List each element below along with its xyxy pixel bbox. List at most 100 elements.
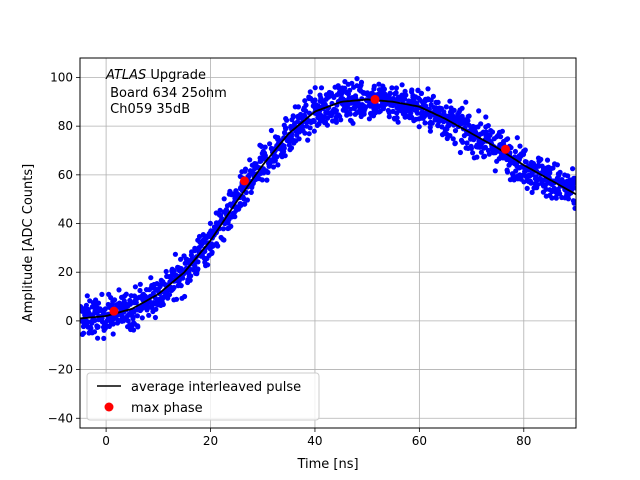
sample-point [381,86,387,92]
sample-point [570,166,576,172]
sample-point [137,287,143,294]
sample-point [347,111,353,117]
sample-point [288,145,295,151]
sample-point [544,157,551,163]
sample-point [399,82,405,88]
sample-point [514,135,520,141]
sample-point [572,205,576,211]
sample-point [132,284,138,290]
sample-point [573,185,576,191]
sample-point [443,104,449,110]
y-tick-label: −40 [48,411,73,425]
sample-point [457,149,463,156]
sample-point [244,197,250,203]
sample-point [302,130,308,136]
sample-point [333,108,339,114]
sample-point [139,315,145,321]
sample-point [389,85,395,91]
sample-point [427,124,433,130]
sample-point [504,167,510,173]
sample-point [242,201,248,207]
sample-point [427,128,433,134]
sample-point [482,153,488,159]
sample-point [418,90,424,96]
sample-point [220,226,226,232]
x-tick-label: 80 [516,434,531,448]
sample-point [152,314,158,321]
sample-point [275,162,281,168]
sample-point [262,144,268,150]
sample-point [463,99,469,105]
sample-point [135,324,141,330]
sample-point [95,300,102,306]
sample-point [207,220,213,226]
sample-point [425,86,431,92]
sample-point [452,140,458,146]
sample-point [110,331,116,337]
sample-point [573,177,576,183]
sample-point [451,107,457,113]
sample-point [148,275,154,281]
sample-point [342,85,348,91]
legend-marker-swatch [104,402,114,412]
y-tick-label: 60 [58,168,73,182]
channel-label: Ch059 35dB [106,102,190,117]
sample-point [387,90,393,96]
y-tick-label: 0 [65,314,73,328]
sample-point [131,327,137,333]
sample-point [441,109,447,115]
sample-point [565,173,571,179]
sample-point [512,148,519,155]
sample-point [447,133,453,139]
sample-point [489,129,496,135]
sample-point [178,256,184,262]
svg-text:ATLAS Upgrade: ATLAS Upgrade [105,68,206,83]
sample-point [312,97,318,103]
legend-box [86,372,320,421]
atlas-label: ATLAS [105,68,146,83]
sample-point [409,87,415,93]
sample-point [101,335,107,341]
y-tick-label: 20 [58,265,73,279]
sample-point [402,96,408,102]
sample-point [274,154,280,160]
sample-point [195,259,201,265]
sample-point [178,283,184,289]
sample-point [264,177,270,183]
sample-point [305,137,311,143]
sample-point [172,251,178,257]
sample-point [312,85,318,91]
sample-point [134,313,140,319]
sample-point [395,119,401,125]
sample-point [483,114,489,120]
sample-point [83,302,89,308]
x-axis-ticks: 0 20 40 60 80 [102,428,531,448]
sample-point [435,99,441,105]
sample-point [380,106,386,112]
average-pulse-line [80,98,576,320]
sample-point [307,125,313,131]
sample-point [180,275,186,281]
sample-point [110,321,116,327]
sample-point [554,162,561,168]
sample-point [376,81,382,87]
sample-point [450,136,456,142]
sample-point [228,223,234,229]
sample-point [478,149,484,155]
sample-point [166,292,173,298]
sample-point [478,121,484,127]
sample-point [171,268,177,274]
sample-point [371,83,377,89]
sample-point [303,102,309,108]
sample-point [283,125,289,131]
sample-point [468,145,474,151]
sample-point [571,200,576,206]
sample-point [349,80,355,86]
sample-point [416,124,422,130]
sample-point [130,315,136,322]
sample-point [473,129,479,135]
sample-point [465,118,471,124]
legend-line-label: average interleaved pulse [131,380,301,395]
sample-point [84,293,90,299]
sample-point [459,105,465,111]
